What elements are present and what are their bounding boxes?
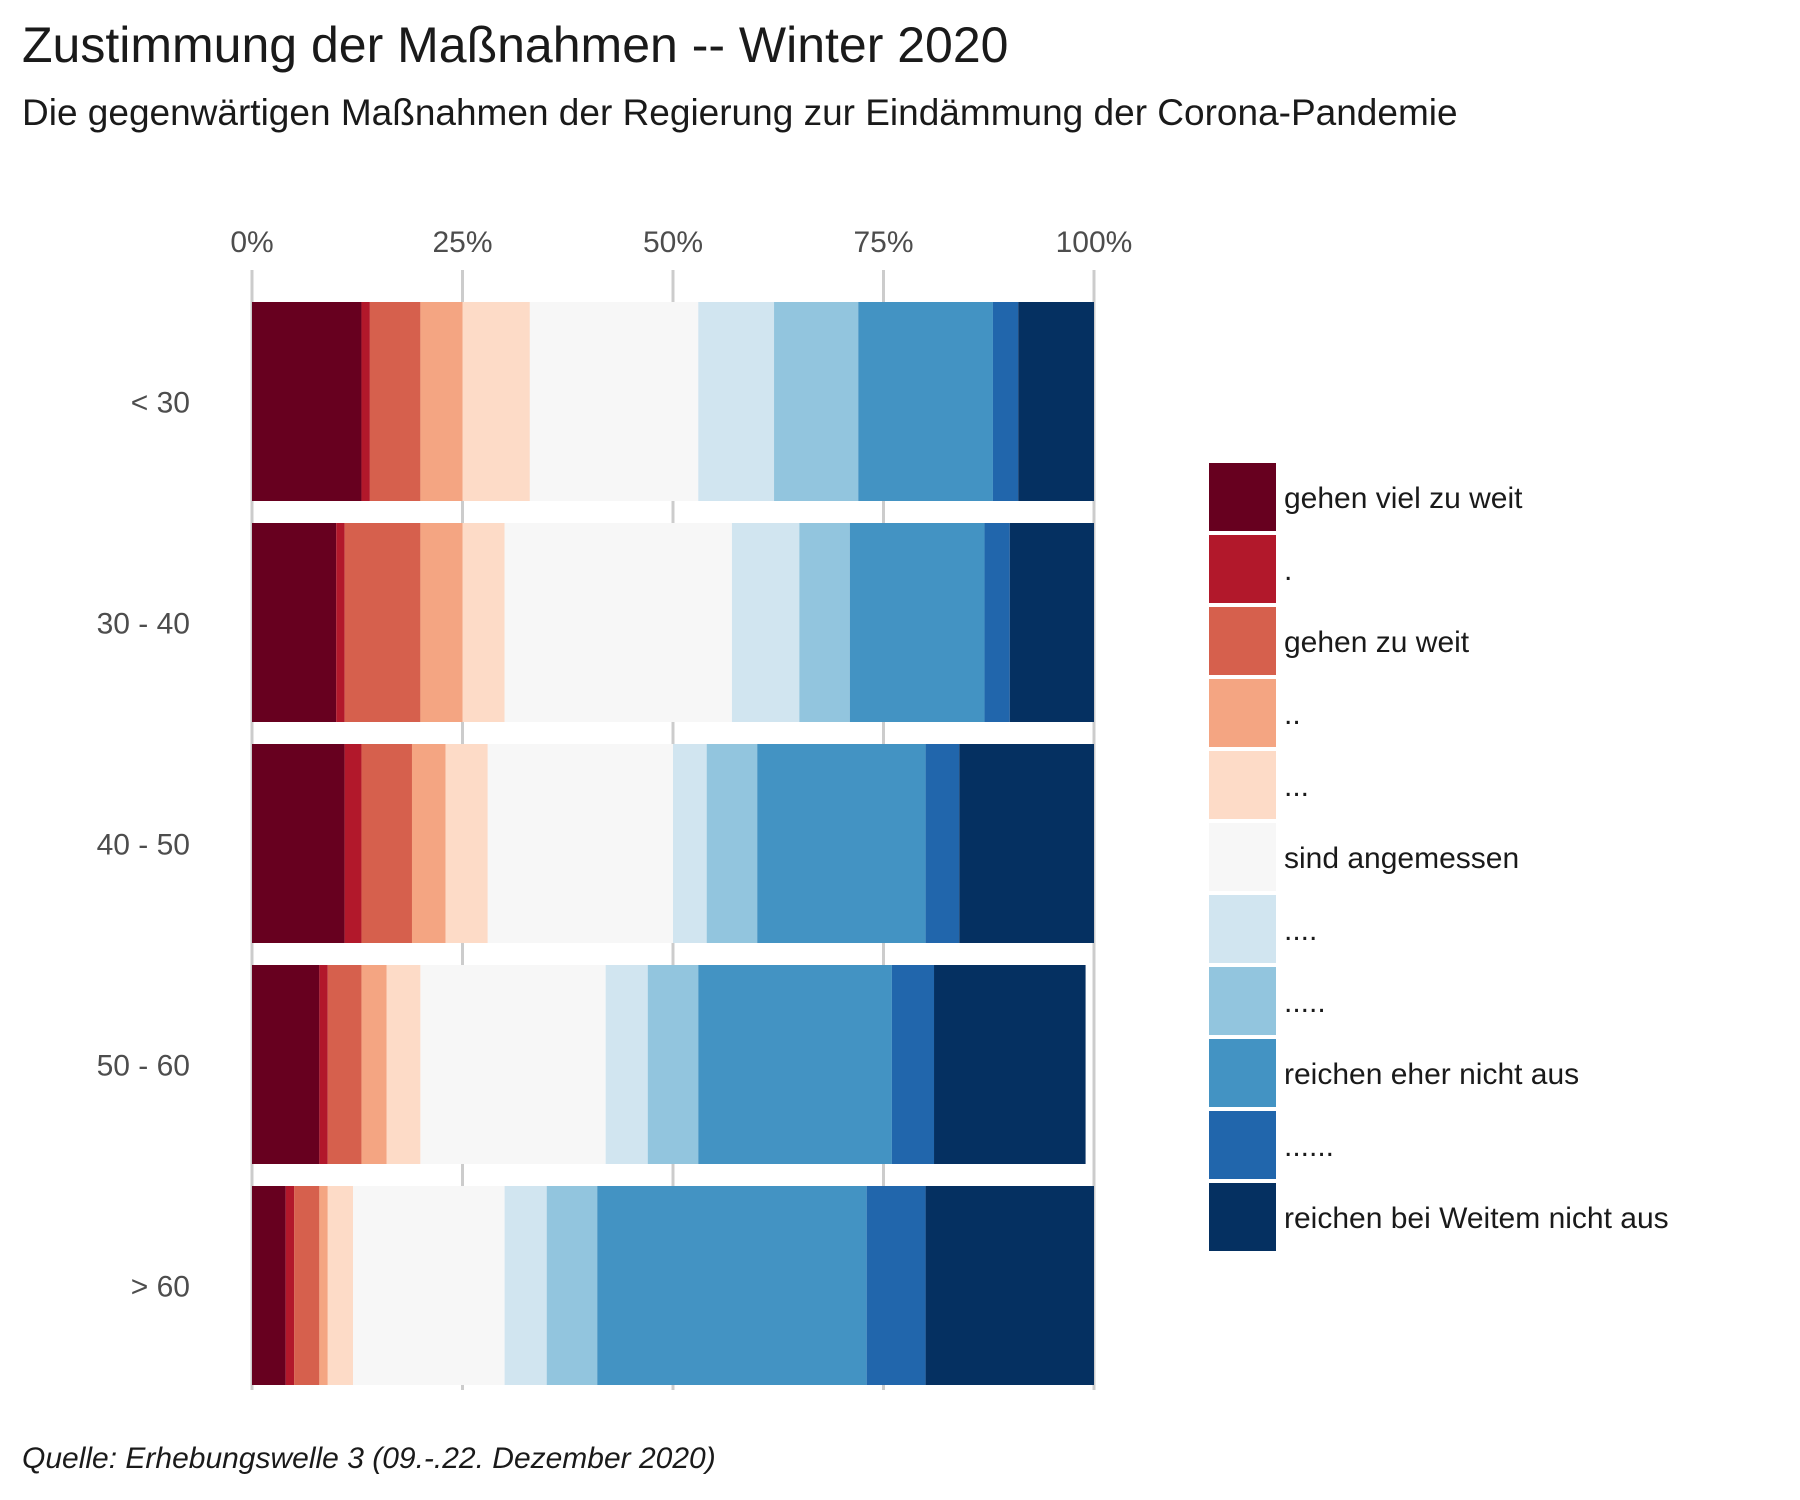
bar-segment — [420, 302, 463, 501]
bar-segment — [866, 1186, 926, 1385]
x-tick-label: 0% — [230, 226, 273, 259]
bar-segment — [774, 302, 859, 501]
legend-swatch — [1209, 1183, 1276, 1251]
x-tick-label: 50% — [643, 226, 703, 259]
legend-swatch — [1209, 823, 1276, 891]
bar-segment — [462, 523, 505, 722]
bar-segment — [319, 965, 328, 1164]
bar-segment — [361, 965, 387, 1164]
bar-segment — [529, 302, 699, 501]
bar-segment — [504, 523, 732, 722]
bar-segment — [361, 744, 412, 943]
legend-swatch — [1209, 463, 1276, 531]
y-axis-labels: < 30 30 - 40 40 - 50 50 - 60 > 60 — [97, 387, 190, 1304]
legend-swatch — [1209, 967, 1276, 1035]
bar-segment — [858, 302, 993, 501]
legend: gehen viel zu weit. gehen zu weit..... sin… — [1209, 463, 1669, 1251]
legend-swatch — [1209, 1039, 1276, 1107]
bar-segment — [487, 744, 673, 943]
bar-segment — [731, 523, 800, 722]
legend-label: .. — [1284, 698, 1301, 731]
legend-swatch — [1209, 535, 1276, 603]
bar-segment — [934, 965, 1086, 1164]
bar-segment — [698, 302, 775, 501]
bar-segment — [706, 744, 758, 943]
chart-subtitle: Die gegenwärtigen Maßnahmen der Regierun… — [22, 92, 1458, 133]
bar-segment — [757, 744, 926, 943]
bar-segment — [386, 965, 421, 1164]
bar-segment — [344, 523, 421, 722]
bar-segment — [319, 1186, 328, 1385]
legend-label: ..... — [1284, 986, 1326, 1019]
bar-segment — [285, 1186, 295, 1385]
bar-segment — [361, 302, 370, 501]
legend-label: sind angemessen — [1284, 842, 1519, 875]
legend-label: ... — [1284, 770, 1309, 803]
chart-title: Zustimmung der Maßnahmen -- Winter 2020 — [22, 17, 1009, 73]
bar-segment — [462, 302, 530, 501]
y-category-label: 30 - 40 — [97, 608, 190, 641]
bar-segment — [1018, 302, 1094, 501]
bar-segment — [252, 302, 362, 501]
bar-segment — [353, 1186, 505, 1385]
x-axis-ticks: 0% 25% 50% 75% 100% — [230, 226, 1132, 259]
bar-segment — [1009, 523, 1094, 722]
legend-label: reichen bei Weitem nicht aus — [1284, 1202, 1669, 1235]
bar-segment — [252, 523, 337, 722]
y-category-label: < 30 — [131, 387, 190, 420]
bar-segment — [546, 1186, 598, 1385]
x-tick-label: 25% — [432, 226, 492, 259]
legend-swatch — [1209, 607, 1276, 675]
legend-swatch — [1209, 751, 1276, 819]
bar-segment — [252, 965, 320, 1164]
bar-segment — [605, 965, 648, 1164]
bar-segment — [420, 523, 463, 722]
legend-label: gehen viel zu weit — [1284, 482, 1523, 515]
bar-segment — [984, 523, 1010, 722]
legend-swatch — [1209, 895, 1276, 963]
bar-segment — [294, 1186, 320, 1385]
y-category-label: 40 - 50 — [97, 829, 190, 862]
bar-segment — [504, 1186, 547, 1385]
bar-segment — [925, 744, 960, 943]
x-tick-label: 100% — [1056, 226, 1133, 259]
legend-swatch — [1209, 679, 1276, 747]
bar-segment — [369, 302, 421, 501]
bar-segment — [252, 744, 345, 943]
bar-segment — [799, 523, 850, 722]
bar-segment — [698, 965, 892, 1164]
bar-segment — [849, 523, 985, 722]
bar-segment — [252, 1186, 286, 1385]
bar-segment — [647, 965, 699, 1164]
y-category-label: 50 - 60 — [97, 1050, 190, 1083]
bar-segment — [992, 302, 1019, 501]
bar-segment — [327, 1186, 354, 1385]
bar-segment — [959, 744, 1094, 943]
x-tick-label: 75% — [853, 226, 913, 259]
bar-segment — [597, 1186, 867, 1385]
legend-label: gehen zu weit — [1284, 626, 1470, 659]
legend-label: reichen eher nicht aus — [1284, 1058, 1579, 1091]
bar-segment — [411, 744, 446, 943]
bar-segment — [673, 744, 707, 943]
bar-segments — [252, 302, 1094, 1385]
bar-segment — [327, 965, 362, 1164]
chart-caption: Quelle: Erhebungswelle 3 (09.-.22. Dezem… — [22, 1442, 716, 1475]
bar-segment — [925, 1186, 1094, 1385]
bar-segment — [891, 965, 935, 1164]
y-category-label: > 60 — [131, 1271, 190, 1304]
bar-segment — [344, 744, 362, 943]
legend-label: . — [1284, 554, 1292, 587]
bar-segment — [420, 965, 606, 1164]
bar-segment — [336, 523, 345, 722]
legend-label: .... — [1284, 914, 1317, 947]
bar-segment — [445, 744, 488, 943]
legend-label: ...... — [1284, 1130, 1334, 1163]
legend-swatch — [1209, 1111, 1276, 1179]
